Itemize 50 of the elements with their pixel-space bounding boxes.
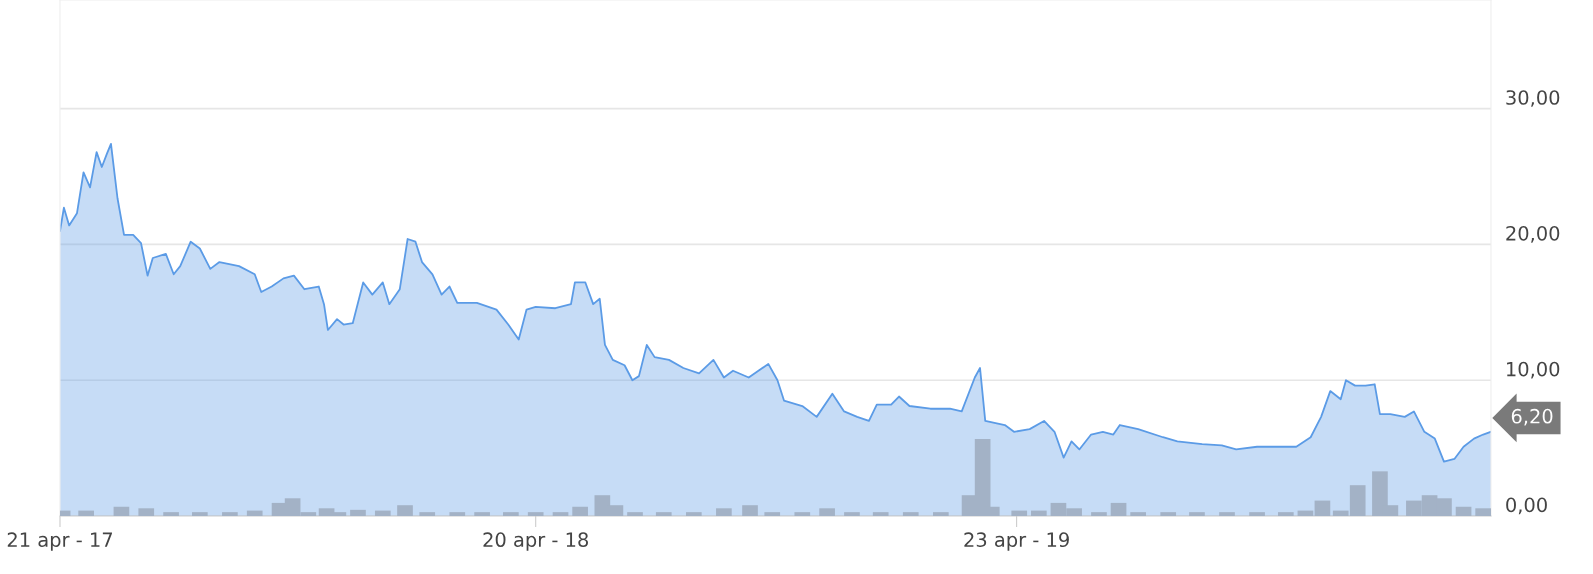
bar [655, 512, 672, 516]
bar [1189, 512, 1205, 516]
bar [474, 512, 490, 516]
bar [1475, 508, 1491, 516]
bar [246, 510, 263, 516]
bar [397, 505, 413, 516]
bar [1091, 512, 1107, 516]
bar [819, 508, 835, 516]
y-tick-label: 10,00 [1507, 361, 1560, 379]
bar [764, 512, 781, 516]
bar [627, 512, 643, 516]
bar [844, 512, 860, 516]
bar [872, 512, 889, 516]
bar [716, 508, 732, 516]
bar [419, 512, 436, 516]
bar [1011, 510, 1028, 516]
bar [1219, 512, 1235, 516]
bar [1277, 512, 1294, 516]
x-tick-label: 20 apr - 18 [483, 532, 589, 551]
bar [932, 512, 949, 516]
bar [449, 512, 466, 516]
bar [572, 506, 588, 516]
bar [527, 512, 544, 516]
bar [1160, 512, 1177, 516]
bar [1110, 502, 1127, 516]
bar [1030, 510, 1047, 516]
x-tick-label: 23 apr - 19 [964, 532, 1069, 551]
bar [222, 512, 238, 516]
bar [78, 510, 94, 516]
bar [374, 510, 391, 516]
x-tick-label: 21 apr - 17 [7, 532, 112, 551]
bar [1249, 512, 1265, 516]
bar [1455, 506, 1472, 516]
bar [1130, 512, 1146, 516]
bar [742, 505, 758, 516]
bar [794, 512, 811, 516]
bar [113, 506, 130, 516]
bar [138, 508, 155, 516]
bar [503, 512, 519, 516]
bar [191, 512, 208, 516]
y-tick-label: 0,00 [1506, 497, 1547, 515]
bar [902, 512, 919, 516]
annotation: 6,20 [1511, 408, 1553, 426]
bar [163, 512, 179, 516]
bar [350, 509, 366, 516]
y-tick-label: 20,00 [1506, 225, 1560, 243]
bar [685, 512, 702, 516]
bar [552, 512, 569, 516]
y-tick-label: 30,00 [1506, 90, 1560, 107]
bar [1314, 500, 1331, 516]
